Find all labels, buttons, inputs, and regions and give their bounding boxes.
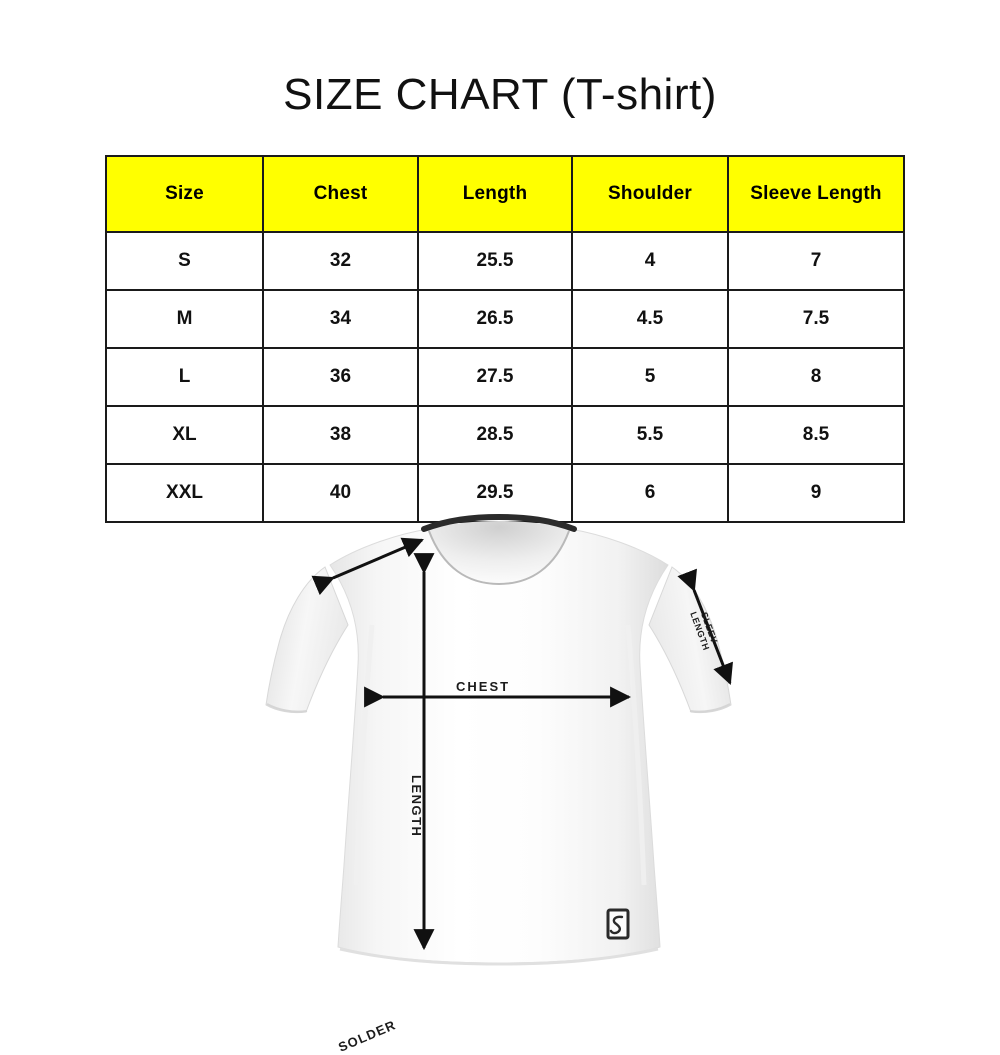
cell-size: M: [105, 289, 264, 349]
brand-logo-icon: [609, 915, 624, 935]
measurement-arrows: [311, 537, 733, 951]
cell-size: XL: [105, 405, 264, 465]
neckline-edge: [428, 530, 570, 586]
tshirt-body-shape: [265, 513, 732, 966]
column-header-length: Length: [417, 155, 573, 233]
right-sleeve-hem: [689, 703, 731, 713]
size-chart-table: Size Chest Length Shoulder Sleeve Length…: [105, 155, 905, 523]
cell-sleeve-length: 9: [727, 463, 905, 523]
cell-length: 25.5: [417, 231, 573, 291]
cell-sleeve-length: 7.5: [727, 289, 905, 349]
cell-shoulder: 5.5: [571, 405, 729, 465]
tshirt-illustration: [265, 513, 733, 966]
cell-chest: 34: [262, 289, 419, 349]
cell-sleeve-length: 8: [727, 347, 905, 407]
left-sleeve-hem: [266, 703, 308, 713]
cell-chest: 38: [262, 405, 419, 465]
chest-label: CHEST: [456, 679, 511, 694]
cell-size: XXL: [105, 463, 264, 523]
cell-length: 29.5: [417, 463, 573, 523]
brand-tag: [606, 908, 630, 940]
cell-size: L: [105, 347, 264, 407]
table-row: XXL 40 29.5 6 9: [105, 463, 905, 523]
table-row: L 36 27.5 5 8: [105, 347, 905, 407]
size-chart-table-container: Size Chest Length Shoulder Sleeve Length…: [105, 155, 905, 523]
column-header-chest: Chest: [262, 155, 419, 233]
cell-length: 26.5: [417, 289, 573, 349]
shoulder-measure-arrow: [311, 537, 424, 596]
column-header-shoulder: Shoulder: [571, 155, 729, 233]
table-row: M 34 26.5 4.5 7.5: [105, 289, 905, 349]
cell-sleeve-length: 8.5: [727, 405, 905, 465]
collar-band: [421, 513, 577, 532]
sleeve-length-measure-arrow: [677, 568, 733, 685]
left-sleeve: [265, 566, 349, 714]
cell-shoulder: 5: [571, 347, 729, 407]
tshirt-measurement-diagram: SOLDER: [0, 505, 1000, 1055]
cell-chest: 32: [262, 231, 419, 291]
cell-sleeve-length: 7: [727, 231, 905, 291]
cell-length: 27.5: [417, 347, 573, 407]
cell-shoulder: 4: [571, 231, 729, 291]
bottom-hem: [339, 947, 659, 966]
column-header-sleeve-length: Sleeve Length: [727, 155, 905, 233]
page-title: SIZE CHART (T-shirt): [283, 70, 717, 119]
cell-size: S: [105, 231, 264, 291]
neck-opening: [428, 521, 570, 583]
fabric-fold: [353, 624, 375, 886]
cell-chest: 40: [262, 463, 419, 523]
table-row: XL 38 28.5 5.5 8.5: [105, 405, 905, 465]
table-row: S 32 25.5 4 7: [105, 231, 905, 291]
cell-length: 28.5: [417, 405, 573, 465]
cell-chest: 36: [262, 347, 419, 407]
table-header-row: Size Chest Length Shoulder Sleeve Length: [105, 155, 905, 233]
length-label: LENGTH: [409, 775, 424, 838]
cell-shoulder: 4.5: [571, 289, 729, 349]
shirt-body: [329, 528, 669, 964]
shoulder-label: SOLDER: [336, 1017, 399, 1055]
fabric-fold: [625, 624, 647, 886]
column-header-size: Size: [105, 155, 264, 233]
cell-shoulder: 6: [571, 463, 729, 523]
